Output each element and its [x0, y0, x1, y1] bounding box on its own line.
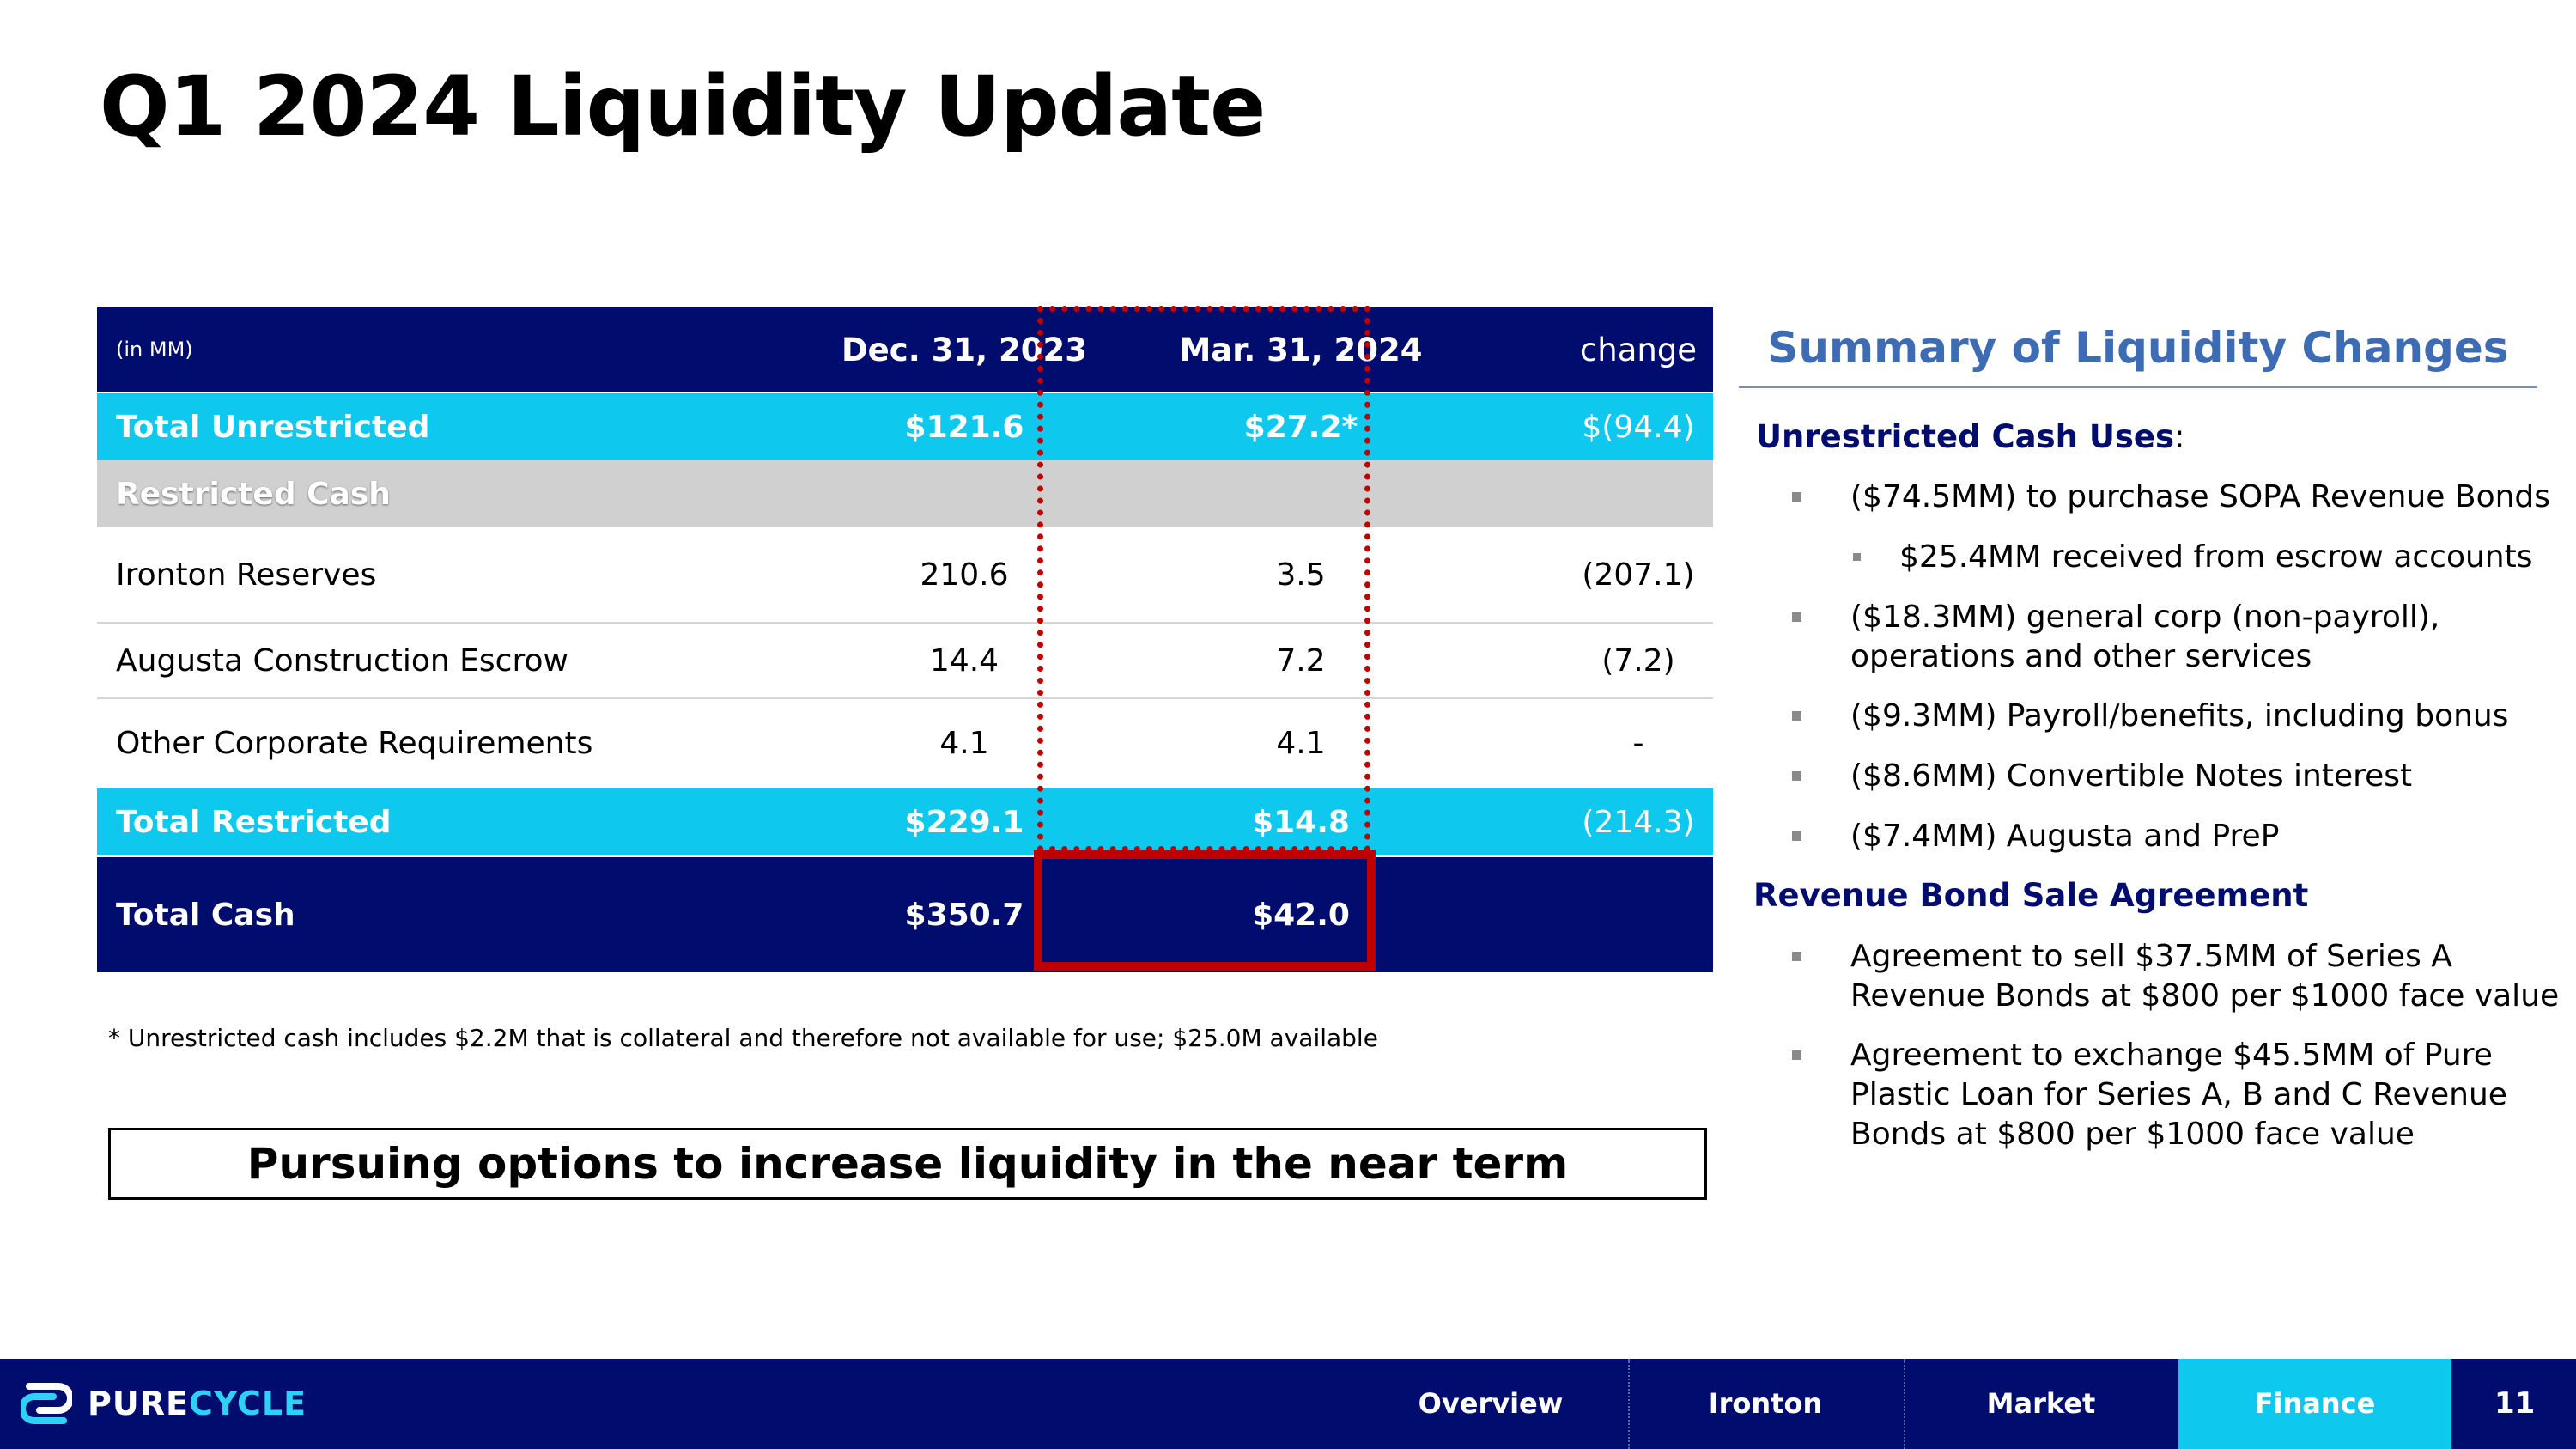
nav-finance[interactable]: Finance [2178, 1359, 2451, 1449]
row-label: Augusta Construction Escrow [116, 642, 568, 679]
purecycle-logo-text: PURECYCLE [88, 1385, 307, 1422]
footer-bar: PURECYCLE Overview Ironton Market Financ… [0, 1359, 2576, 1449]
header-dec-2023: Dec. 31, 2023 [841, 331, 1088, 368]
uses-heading: Unrestricted Cash Uses: [1756, 418, 2185, 455]
value-mar: $42.0 [1252, 897, 1350, 933]
row-label: Ironton Reserves [116, 557, 377, 593]
value-dec: $229.1 [904, 804, 1024, 840]
value-mar: $27.2* [1243, 409, 1358, 445]
list-item: $25.4MM received from escrow accounts [1853, 538, 2533, 577]
highlight-dotted-box [1037, 306, 1370, 852]
row-label: Total Unrestricted [116, 409, 430, 445]
value-dec: $350.7 [904, 897, 1024, 933]
value-change: - [1632, 725, 1644, 761]
bullet-icon [1853, 553, 1861, 561]
value-dec: $121.6 [904, 409, 1024, 445]
table-row: Ironton Reserves 210.6 3.5 (207.1) [97, 527, 1713, 624]
summary-divider [1739, 386, 2537, 388]
bullet-icon [1792, 492, 1801, 502]
bullet-icon [1792, 711, 1801, 721]
value-dec: 14.4 [929, 642, 999, 679]
bond-heading: Revenue Bond Sale Agreement [1753, 877, 2309, 914]
header-mar-2024: Mar. 31, 2024 [1179, 331, 1423, 368]
value-dec: 4.1 [939, 725, 989, 761]
list-item: ($8.6MM) Convertible Notes interest [1792, 757, 2412, 796]
purecycle-logo-icon [21, 1383, 72, 1424]
table-row: Other Corporate Requirements 4.1 4.1 - [97, 699, 1713, 787]
table-row: Augusta Construction Escrow 14.4 7.2 (7.… [97, 624, 1713, 699]
header-change: change [1579, 331, 1698, 368]
nav-separator [1628, 1359, 1630, 1449]
bullet-icon [1792, 831, 1801, 841]
nav-separator [1904, 1359, 1905, 1449]
bullet-icon [1792, 612, 1801, 622]
value-mar: 7.2 [1276, 642, 1326, 679]
list-item: ($7.4MM) Augusta and PreP [1792, 817, 2279, 856]
page-number: 11 [2494, 1386, 2536, 1421]
footnote: * Unrestricted cash includes $2.2M that … [108, 1024, 1378, 1052]
value-change: (207.1) [1582, 557, 1695, 593]
value-mar: 4.1 [1276, 725, 1326, 761]
value-change: $(94.4) [1582, 409, 1695, 445]
unit-label: (in MM) [116, 338, 193, 362]
bullet-icon [1792, 1050, 1801, 1060]
value-mar: 3.5 [1276, 557, 1326, 593]
section-label: Restricted Cash [116, 476, 391, 512]
bullet-icon [1792, 952, 1801, 961]
row-label: Other Corporate Requirements [116, 725, 593, 761]
restricted-cash-row: Restricted Cash [97, 460, 1713, 527]
nav-market[interactable]: Market [1986, 1387, 2096, 1420]
list-item: Agreement to sell $37.5MM of Series A Rev… [1792, 937, 2559, 1016]
total-cash-row: Total Cash $350.7 $42.0 [97, 855, 1713, 972]
value-mar: $14.8 [1252, 804, 1350, 840]
highlight-total-box [1034, 850, 1376, 971]
bullet-icon [1792, 771, 1801, 781]
row-label: Total Restricted [116, 804, 392, 840]
row-label: Total Cash [116, 897, 295, 933]
value-dec: 210.6 [920, 557, 1009, 593]
list-item: ($74.5MM) to purchase SOPA Revenue Bonds [1792, 478, 2550, 517]
total-unrestricted-row: Total Unrestricted $121.6 $27.2* $(94.4) [97, 392, 1713, 460]
table-header-row: (in MM) Dec. 31, 2023 Mar. 31, 2024 chan… [97, 307, 1713, 392]
list-item: ($9.3MM) Payroll/benefits, including bon… [1792, 697, 2509, 736]
summary-title: Summary of Liquidity Changes [1767, 323, 2509, 373]
nav-overview[interactable]: Overview [1418, 1387, 1564, 1420]
list-item: Agreement to exchange $45.5MM of Pure Pla… [1792, 1036, 2507, 1154]
page-title: Q1 2024 Liquidity Update [100, 58, 1266, 155]
list-item: ($18.3MM) general corp (non-payroll), ope… [1792, 598, 2439, 677]
nav-ironton[interactable]: Ironton [1708, 1387, 1823, 1420]
callout-box: Pursuing options to increase liquidity i… [108, 1128, 1707, 1200]
liquidity-table: (in MM) Dec. 31, 2023 Mar. 31, 2024 chan… [97, 307, 1713, 972]
value-change: (7.2) [1601, 642, 1675, 679]
value-change: (214.3) [1582, 804, 1695, 840]
total-restricted-row: Total Restricted $229.1 $14.8 (214.3) [97, 787, 1713, 855]
